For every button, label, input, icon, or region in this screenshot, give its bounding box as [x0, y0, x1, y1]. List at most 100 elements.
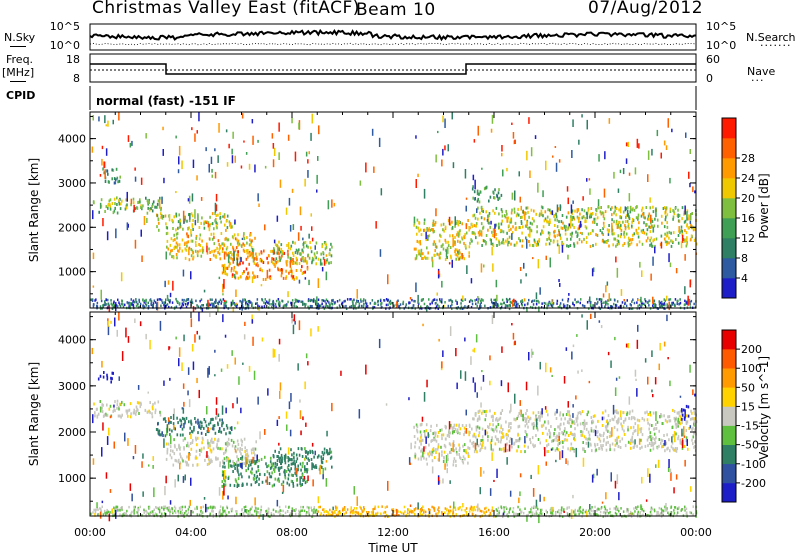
colorbar-swatch [722, 218, 736, 239]
colorbar-tick-label: 24 [741, 172, 755, 185]
colorbar-tick-label: 28 [741, 152, 755, 165]
velocity-panel: 1000 2000 3000 4000 [58, 311, 698, 524]
ytick-label: 4000 [58, 334, 86, 347]
power-panel: 1000 2000 3000 4000 [58, 111, 698, 317]
cpid-label: CPID [6, 89, 36, 102]
x-axis-label: Time UT [367, 541, 418, 554]
colorbar-tick-label: -100 [741, 458, 766, 471]
colorbar-tick-label: -50 [741, 439, 759, 452]
xtick-label: 16:00 [478, 526, 510, 539]
nsky-label: N.Sky [4, 31, 36, 44]
xtick-label: 00:00 [680, 526, 712, 539]
station-title: Christmas Valley East (fitACF) [92, 0, 360, 18]
noise-cells [91, 112, 697, 317]
colorbar-swatch [722, 425, 736, 445]
power-colorbar: 4 8 12 16 20 24 28 [721, 117, 755, 299]
ytick-label: 2000 [58, 426, 86, 439]
freq-panel [89, 53, 697, 83]
cpid-panel [89, 86, 697, 110]
colorbar-swatch [722, 118, 736, 139]
colorbar-swatch [722, 238, 736, 259]
ytick-label: 4000 [58, 133, 86, 146]
colorbar-swatch [722, 158, 736, 179]
velocity-colorbar: 200 100 50 15 -15 -50 -100 -200 [721, 329, 766, 503]
freq-underline [10, 81, 26, 82]
ytick-label: 3000 [58, 380, 86, 393]
colorbar-tick-label: 15 [741, 400, 755, 413]
freq-tick-top: 18 [66, 53, 80, 66]
ytick-label: 3000 [58, 177, 86, 190]
velocity-ylabel: Slant Range [km] [27, 362, 41, 466]
colorbar-swatch [722, 463, 736, 484]
colorbar-tick-label: -15 [741, 420, 759, 433]
colorbar-tick-label: 200 [741, 343, 762, 356]
noise-cells [91, 312, 696, 524]
nsky-tick-top: 10^5 [50, 20, 80, 33]
colorbar-tick-label: 12 [741, 232, 755, 245]
power-ylabel: Slant Range [km] [27, 158, 41, 262]
echo-band-1 [97, 371, 114, 384]
nsky-tick-bottom: 10^0 [50, 39, 80, 52]
colorbar-swatch [722, 444, 736, 465]
xtick-label: 00:00 [74, 526, 106, 539]
freq-tick-bottom: 8 [73, 72, 80, 85]
colorbar-tick-label: -200 [741, 477, 766, 490]
colorbar-swatch [722, 406, 736, 426]
echo-band-0 [93, 399, 162, 419]
beam-label: Beam 10 [356, 0, 436, 20]
velocity-colorbar-label: Velocity [m s^-1] [757, 356, 771, 460]
ground-scatter [90, 297, 697, 311]
colorbar-tick-label: 8 [741, 252, 748, 265]
colorbar-swatch [722, 349, 736, 369]
cpid-text: normal (fast) -151 IF [96, 94, 236, 108]
colorbar-tick-label: 20 [741, 192, 755, 205]
echo-band-6 [413, 422, 473, 468]
colorbar-tick-label: 50 [741, 381, 755, 394]
nsearch-tick-top: 10^5 [706, 20, 736, 33]
xtick-label: 04:00 [175, 526, 207, 539]
echo-band-7 [471, 205, 698, 248]
xtick-label: 12:00 [377, 526, 409, 539]
colorbar-swatch [722, 198, 736, 219]
nave-dots: ··· [751, 74, 765, 87]
echo-band-3 [165, 436, 258, 468]
echo-band-7 [471, 408, 698, 454]
colorbar-swatch [722, 482, 736, 503]
nsearch-tick-bottom: 10^0 [706, 39, 736, 52]
echo-band-3 [165, 231, 258, 262]
colorbar-swatch [722, 138, 736, 159]
ytick-label: 1000 [58, 472, 86, 485]
xtick-label: 20:00 [579, 526, 611, 539]
colorbar-swatch [722, 258, 736, 279]
freq-series [90, 63, 696, 75]
xtick-label: 08:00 [276, 526, 308, 539]
nsky-series [89, 28, 697, 42]
echo-band-8 [471, 185, 503, 204]
colorbar-swatch [722, 387, 736, 407]
echo-band-8 [681, 404, 690, 421]
power-colorbar-label: Power [dB] [757, 173, 771, 238]
colorbar-swatch [722, 368, 736, 388]
date-label: 07/Aug/2012 [588, 0, 704, 18]
nsky-underline [10, 46, 26, 47]
nave-label: Nave [747, 65, 776, 78]
nave-tick-bottom: 0 [706, 72, 713, 85]
nsky-panel [89, 23, 697, 51]
nsearch-label: N.Search [746, 31, 796, 44]
freq-unit-label: [MHz] [2, 66, 35, 79]
ytick-label: 2000 [58, 221, 86, 234]
colorbar-swatch [722, 178, 736, 199]
ytick-label: 1000 [58, 266, 86, 279]
colorbar-swatch [722, 330, 736, 350]
nsearch-dots: ······· [760, 39, 792, 52]
freq-label: Freq. [6, 53, 34, 66]
nsearch-series [89, 42, 697, 46]
nave-tick-top: 60 [706, 53, 720, 66]
echo-band-2 [155, 416, 232, 438]
echo-band-5 [272, 447, 333, 472]
colorbar-swatch [722, 278, 736, 299]
colorbar-tick-label: 100 [741, 362, 762, 375]
colorbar-tick-label: 16 [741, 212, 755, 225]
colorbar-tick-label: 4 [741, 272, 748, 285]
